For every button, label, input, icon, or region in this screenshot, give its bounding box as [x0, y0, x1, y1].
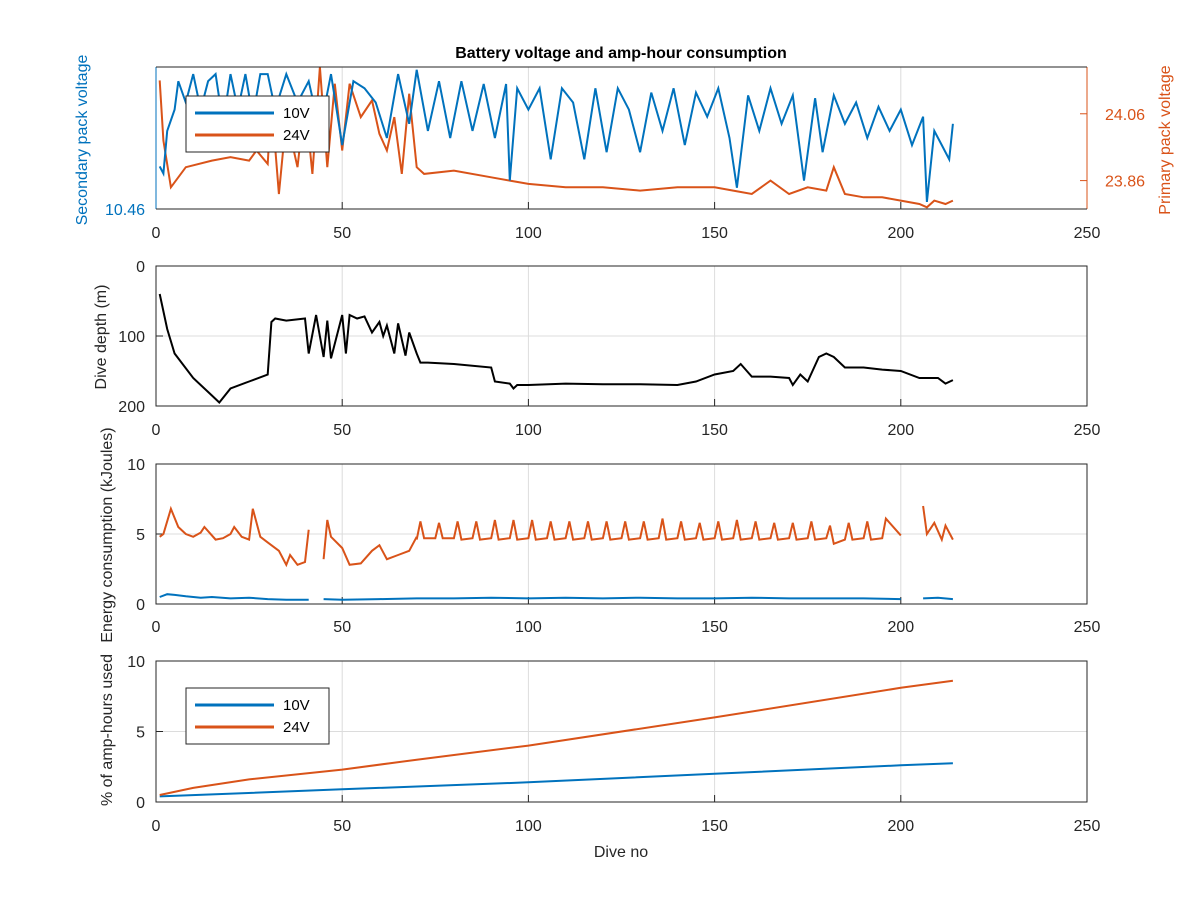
right-y-tick-label: 23.86 — [1105, 174, 1145, 191]
left-y-axis-label: Secondary pack voltage — [74, 55, 91, 226]
depth-y-axis-label: Dive depth (m) — [93, 285, 110, 390]
x-tick-label: 50 — [333, 619, 351, 636]
x-axis-label: Dive no — [594, 844, 648, 861]
y-tick-label: 5 — [136, 725, 145, 742]
series-24v-line — [159, 679, 954, 796]
x-tick-label: 200 — [887, 422, 914, 439]
series-2-line — [322, 519, 418, 566]
x-tick-label: 0 — [152, 619, 161, 636]
y-tick-label: 10 — [127, 457, 145, 474]
y-tick-label: 10 — [127, 654, 145, 671]
x-tick-label: 0 — [152, 818, 161, 835]
legend-box — [185, 687, 330, 745]
x-tick-label: 100 — [515, 422, 542, 439]
x-tick-label: 200 — [887, 225, 914, 242]
x-tick-label: 250 — [1074, 619, 1101, 636]
series-10v-line — [159, 762, 953, 798]
x-tick-label: 150 — [701, 225, 728, 242]
left-y-tick-label: 10.46 — [105, 202, 145, 219]
plot-frame — [155, 660, 1088, 803]
x-tick-label: 100 — [515, 225, 542, 242]
series-2-line — [922, 505, 954, 543]
series-1-line — [159, 593, 309, 601]
x-tick-label: 50 — [333, 225, 351, 242]
right-y-tick-label: 24.06 — [1105, 107, 1145, 124]
panel-3: 0 50 100 150 200 250 0 5 10 — [127, 457, 1100, 636]
chart-title: Battery voltage and amp-hour consumption — [455, 45, 787, 62]
x-tick-label: 0 — [152, 225, 161, 242]
energy-y-axis-label: Energy consumption (kJoules) — [99, 427, 116, 642]
x-tick-label: 0 — [152, 422, 161, 439]
x-tick-label: 200 — [887, 818, 914, 835]
y-tick-label: 0 — [136, 259, 145, 276]
panel-2: 0 50 100 150 200 250 0 100 200 — [118, 259, 1100, 439]
y-tick-label: 200 — [118, 399, 145, 416]
x-tick-label: 150 — [701, 619, 728, 636]
y-tick-label: 0 — [136, 795, 145, 812]
x-tick-label: 150 — [701, 818, 728, 835]
series-2-line — [415, 516, 902, 546]
amphours-y-axis-label: % of amp-hours used — [99, 654, 116, 806]
right-y-axis-label: Primary pack voltage — [1157, 65, 1174, 214]
y-tick-label: 100 — [118, 329, 145, 346]
x-tick-label: 200 — [887, 619, 914, 636]
x-tick-label: 150 — [701, 422, 728, 439]
legend-label: 10V — [283, 105, 310, 122]
x-tick-label: 50 — [333, 818, 351, 835]
x-tick-label: 100 — [515, 818, 542, 835]
legend-label: 24V — [283, 719, 310, 736]
y-tick-label: 0 — [136, 597, 145, 614]
series-1-line — [323, 596, 901, 601]
x-tick-label: 250 — [1074, 225, 1101, 242]
x-tick-label: 250 — [1074, 818, 1101, 835]
legend-box — [185, 95, 330, 153]
legend-label: 10V — [283, 697, 310, 714]
series-1-line — [158, 293, 954, 404]
x-tick-label: 50 — [333, 422, 351, 439]
legend-label: 24V — [283, 127, 310, 144]
x-tick-label: 250 — [1074, 422, 1101, 439]
series-2-line — [159, 505, 310, 568]
x-tick-label: 100 — [515, 619, 542, 636]
plot-frame — [155, 463, 1088, 605]
y-tick-label: 5 — [136, 527, 145, 544]
plot-frame — [155, 265, 1088, 407]
series-1-line — [923, 596, 953, 601]
